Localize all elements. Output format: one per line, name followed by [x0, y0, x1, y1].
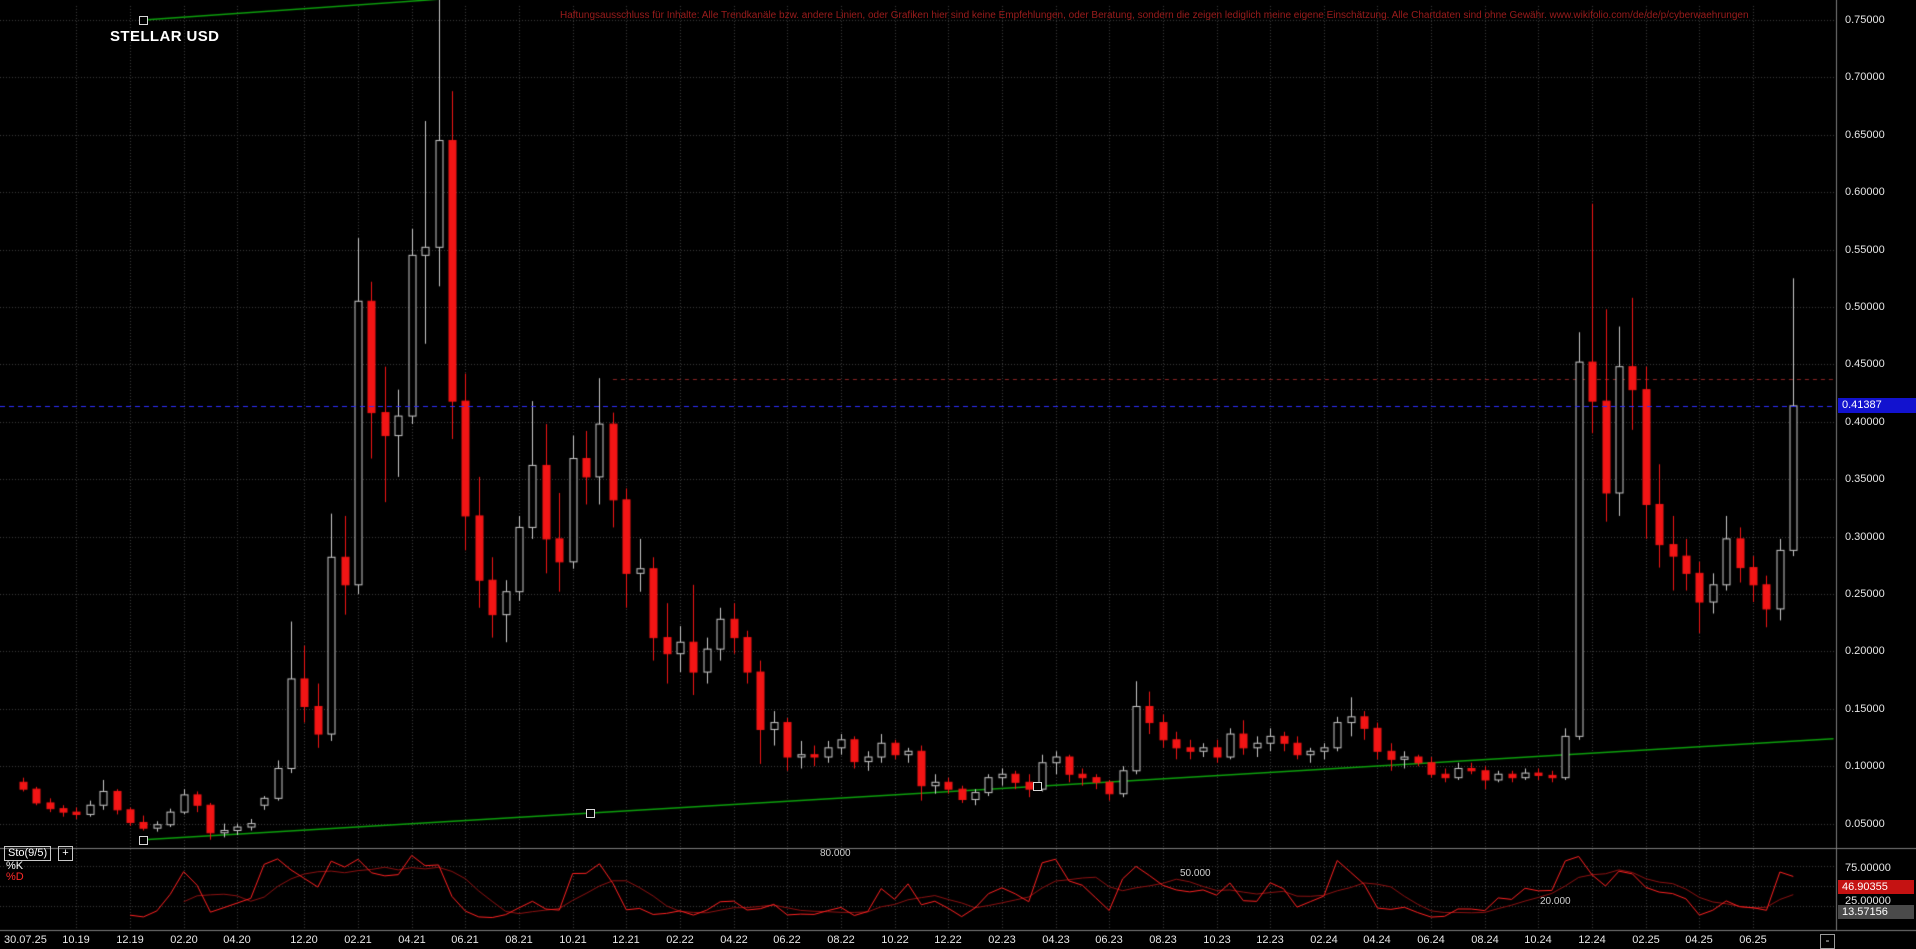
price-axis-tick: 0.20000: [1845, 645, 1885, 658]
indicator-expand-button[interactable]: +: [58, 846, 73, 861]
time-axis-tick: 02.23: [988, 934, 1016, 946]
price-axis-tick: 0.70000: [1845, 71, 1885, 84]
price-axis-tick: 0.65000: [1845, 128, 1885, 141]
time-axis-tick: 08.24: [1471, 934, 1499, 946]
time-axis-tick: 02.21: [344, 934, 372, 946]
trendline-handle[interactable]: [139, 16, 148, 25]
time-axis-tick: 06.22: [773, 934, 801, 946]
time-axis-tick: 04.23: [1042, 934, 1070, 946]
time-axis-tick: 08.23: [1149, 934, 1177, 946]
price-axis-tick: 0.40000: [1845, 415, 1885, 428]
time-axis-tick: 08.22: [827, 934, 855, 946]
time-axis-tick: 02.22: [666, 934, 694, 946]
trendline-handle[interactable]: [586, 809, 595, 818]
stoch-d-value-badge: 13.57156: [1838, 905, 1914, 919]
price-axis-tick: 0.35000: [1845, 473, 1885, 486]
stoch-axis-tick-25: 25.00000: [1845, 895, 1891, 907]
time-axis-tick: 04.22: [720, 934, 748, 946]
time-axis-tick: 12.20: [290, 934, 318, 946]
price-axis-tick: 0.55000: [1845, 243, 1885, 256]
time-axis-tick: 12.23: [1256, 934, 1284, 946]
price-axis-tick: 0.05000: [1845, 817, 1885, 830]
price-axis-tick: 0.30000: [1845, 530, 1885, 543]
time-axis-tick: 08.21: [505, 934, 533, 946]
price-axis-tick: 0.50000: [1845, 301, 1885, 313]
time-axis-tick: 10.21: [559, 934, 587, 946]
price-axis-tick: 0.60000: [1845, 186, 1885, 199]
time-axis-tick: 12.21: [612, 934, 640, 946]
stoch-level-label-80: 80.000: [820, 848, 851, 859]
time-axis-tick: 12.19: [116, 934, 144, 946]
time-axis-tick: 10.22: [881, 934, 909, 946]
trendline-handle[interactable]: [1033, 782, 1042, 791]
time-axis-tick: 06.24: [1417, 934, 1445, 946]
time-axis-tick: 30.07.25: [4, 934, 47, 946]
time-axis-tick: 06.23: [1095, 934, 1123, 946]
time-axis-tick: 02.24: [1310, 934, 1338, 946]
stoch-k-label: %K: [6, 860, 24, 872]
time-axis-tick: 02.20: [170, 934, 198, 946]
price-axis-tick: 0.45000: [1845, 358, 1885, 371]
time-axis-tick: 06.21: [451, 934, 479, 946]
time-axis-tick: 04.24: [1363, 934, 1391, 946]
time-axis-tick: 10.19: [62, 934, 90, 946]
time-axis-tick: 12.22: [934, 934, 962, 946]
collapse-button[interactable]: -: [1820, 934, 1835, 949]
stoch-level-label-20: 20.000: [1540, 896, 1571, 907]
price-axis-tick: 0.75000: [1845, 14, 1885, 26]
stoch-axis-tick-75: 75.00000: [1845, 862, 1891, 874]
time-axis-tick: 04.20: [223, 934, 251, 946]
disclaimer-text: Haftungsausschluss für Inhalte: Alle Tre…: [560, 10, 1749, 21]
chart-title: STELLAR USD: [110, 28, 220, 45]
time-axis-tick: 04.25: [1685, 934, 1713, 946]
price-axis-tick: 0.25000: [1845, 588, 1885, 600]
time-axis-tick: 04.21: [398, 934, 426, 946]
time-axis-tick: 10.24: [1524, 934, 1552, 946]
stoch-k-value-badge: 46.90355: [1838, 880, 1914, 894]
indicator-name-box[interactable]: Sto(9/5): [4, 846, 52, 861]
time-axis-tick: 10.23: [1203, 934, 1231, 946]
time-axis-tick: 12.24: [1578, 934, 1606, 946]
trendline-handle[interactable]: [139, 836, 148, 845]
price-axis-tick: 0.15000: [1845, 702, 1885, 715]
last-price-badge: 0.41387: [1838, 398, 1916, 413]
stoch-d-label: %D: [6, 871, 24, 883]
time-axis-tick: 06.25: [1739, 934, 1767, 946]
time-axis-tick: 02.25: [1632, 934, 1660, 946]
stoch-level-label-50: 50.000: [1180, 868, 1211, 879]
price-axis-tick: 0.10000: [1845, 760, 1885, 773]
